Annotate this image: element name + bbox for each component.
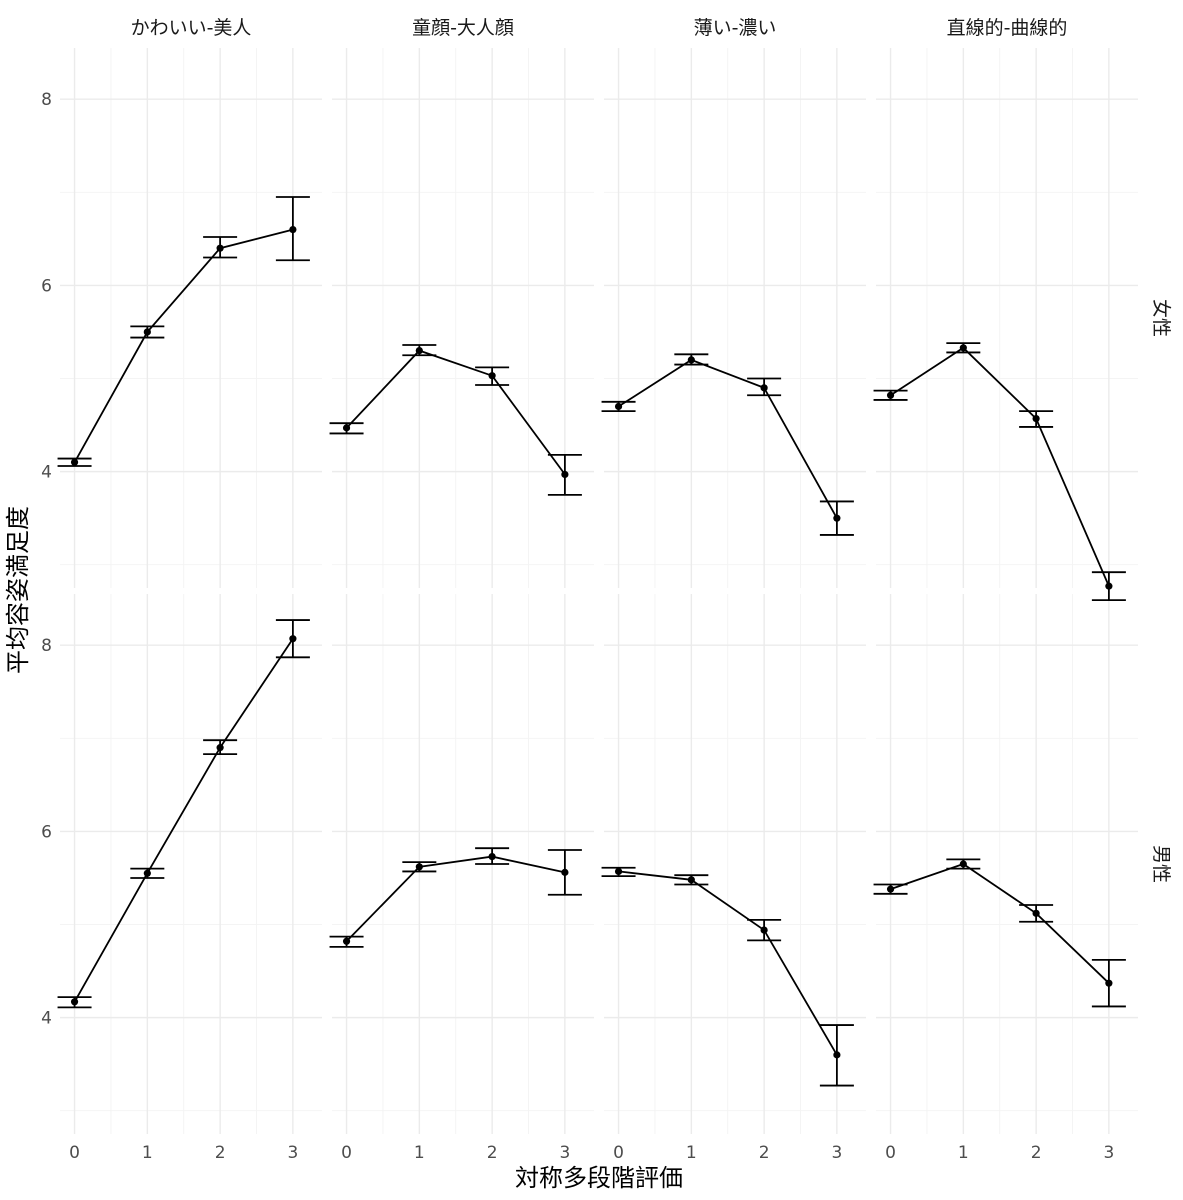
data-point [1105,979,1113,987]
x-tick-label: 3 [287,1143,298,1163]
x-tick-label: 1 [686,1143,697,1163]
facet-row-label: 男性 [1150,845,1172,883]
x-tick-label: 0 [613,1143,624,1163]
x-tick-label: 2 [487,1143,498,1163]
x-tick-label: 2 [215,1143,226,1163]
data-point [561,470,569,479]
data-point [143,328,151,336]
data-point [342,424,351,432]
x-tick-label: 1 [958,1143,969,1163]
x-axis-title: 対称多段階評価 [515,1164,683,1192]
y-tick-label: 4 [41,1009,52,1029]
data-point [289,635,297,643]
series-line [345,855,566,942]
data-point [833,514,841,522]
x-tick-label: 3 [831,1143,842,1163]
grid-layer [60,48,1138,1134]
x-tick-label: 3 [1103,1143,1114,1163]
x-tick-label: 0 [341,1143,352,1163]
panel-女性-かわいい-美人 [57,196,310,467]
data-point [289,225,297,234]
data-point [488,372,496,380]
panel-男性-童顔-大人顔 [329,847,582,948]
data-point [959,860,967,868]
data-point [760,384,768,392]
y-tick-label: 6 [41,276,52,296]
data-point [561,868,569,876]
data-point [415,863,423,871]
data-point [614,402,623,411]
y-tick-label: 6 [41,822,52,842]
x-tick-label: 1 [142,1143,153,1163]
axis-tick-labels: 4 6 8 4 6 8 0 1 2 3 0 1 2 3 0 1 2 3 0 1 2 3 [41,90,1114,1163]
series-line [618,358,838,519]
data-point [70,458,79,466]
panel-男性-薄い-濃い [601,866,854,1087]
data-point [1032,909,1040,917]
panel-男性-かわいい-美人 [57,619,310,1009]
facet-column-label: 直線的-曲線的 [947,17,1068,39]
x-tick-label: 0 [69,1143,80,1163]
facet-row-label: 女性 [1150,299,1172,337]
data-point [886,391,895,399]
data-point [415,346,423,355]
data-point [143,869,151,877]
data-point [760,926,768,934]
data-point [216,744,224,752]
series-line [618,870,838,1056]
panel-女性-直線的-曲線的 [873,342,1126,602]
facet-column-label: 薄い-濃い [694,17,777,39]
data-point [1105,582,1113,590]
data-point [342,937,351,945]
y-tick-label: 8 [41,90,52,110]
data-point [216,244,224,252]
x-tick-label: 3 [559,1143,570,1163]
x-tick-label: 2 [1031,1143,1042,1163]
data-point [70,998,79,1006]
facet-column-label: かわいい-美人 [131,17,252,39]
y-tick-label: 8 [41,636,52,656]
data-point [886,885,895,893]
data-point [833,1051,841,1059]
series-line [73,638,294,1003]
x-tick-label: 0 [885,1143,896,1163]
series-layer [57,196,1126,1087]
data-point [687,876,695,884]
x-tick-label: 1 [414,1143,425,1163]
panel-女性-薄い-濃い [601,353,854,536]
data-point [614,867,623,876]
series-line [345,349,566,475]
series-line [890,863,1110,984]
series-line [73,228,294,463]
data-point [959,344,967,352]
y-axis-title: 平均容姿満足度 [4,506,32,674]
series-line [890,346,1110,587]
data-point [687,356,695,364]
data-point [1032,414,1040,423]
facet-column-label: 童顔-大人顔 [412,17,514,39]
x-tick-label: 2 [759,1143,770,1163]
data-point [488,852,496,861]
panel-女性-童顔-大人顔 [329,344,582,496]
y-tick-label: 4 [41,463,52,483]
panel-男性-直線的-曲線的 [873,858,1126,1008]
